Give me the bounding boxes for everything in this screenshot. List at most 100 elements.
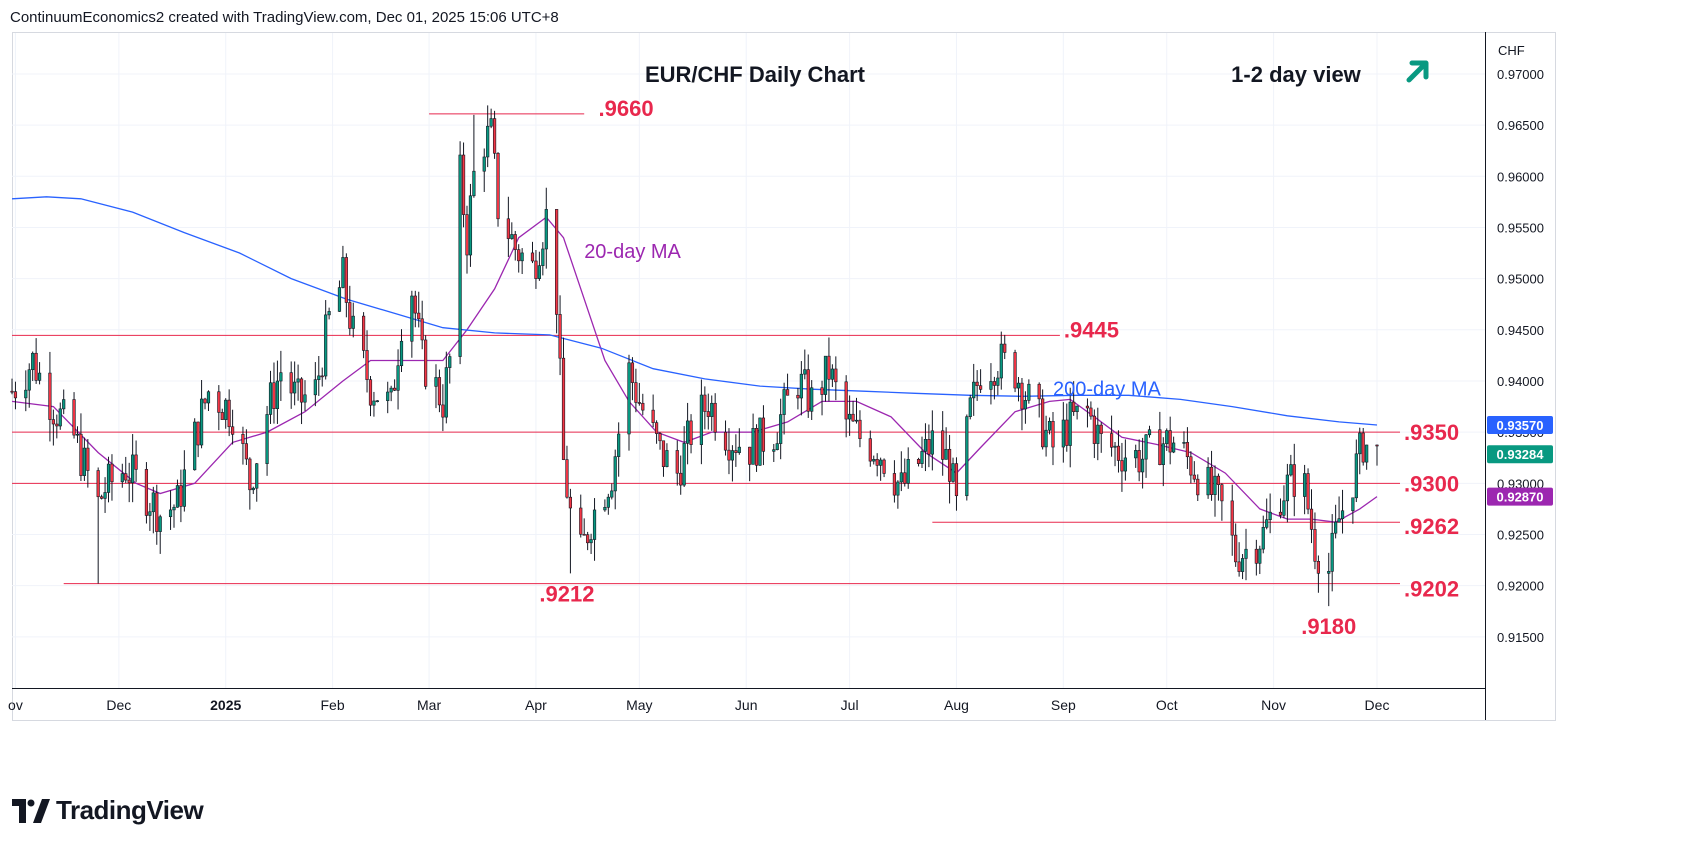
- candle-body: [968, 397, 972, 417]
- x-tick-label: Jul: [841, 697, 859, 713]
- candle-body: [844, 381, 848, 420]
- tradingview-logo[interactable]: TradingView: [12, 795, 204, 826]
- candle-body: [1096, 424, 1100, 444]
- candle-body: [561, 357, 566, 460]
- candle-body: [799, 373, 803, 399]
- candle-body: [920, 451, 924, 464]
- candle-body: [441, 404, 445, 418]
- x-tick-label: Dec: [1365, 697, 1390, 713]
- candle-body: [100, 496, 104, 499]
- candle-body: [706, 411, 710, 417]
- candle-body: [686, 420, 690, 444]
- candle-body: [975, 381, 979, 386]
- candle-body: [1137, 450, 1141, 473]
- candle-body: [699, 394, 703, 445]
- chart-title: EUR/CHF Daily Chart: [645, 62, 866, 87]
- candle-body: [906, 459, 910, 484]
- candle-body: [710, 402, 714, 417]
- candle-body: [289, 372, 293, 394]
- candle-body: [565, 459, 569, 498]
- candle-body: [923, 439, 928, 452]
- candle-body: [610, 490, 614, 498]
- candle-body: [58, 408, 62, 427]
- price-tag: [1487, 445, 1553, 464]
- price-tag-text: 0.93284: [1497, 447, 1545, 462]
- candle-body: [1361, 432, 1365, 463]
- candle-body: [255, 463, 259, 489]
- candle-body: [899, 472, 903, 483]
- price-tag: [1487, 487, 1553, 506]
- candle-body: [882, 459, 886, 474]
- candle-body: [279, 372, 283, 382]
- candle-body: [1216, 475, 1221, 485]
- candle-body: [172, 506, 176, 511]
- candle-body: [82, 447, 86, 476]
- candle-body: [120, 473, 124, 483]
- candle-body: [1354, 453, 1358, 499]
- x-tick-label: May: [626, 697, 652, 713]
- candle-body: [772, 449, 776, 452]
- candle-body: [27, 369, 31, 391]
- candle-body: [327, 311, 331, 316]
- candle-body: [1085, 405, 1090, 409]
- candle-body: [144, 469, 149, 516]
- candle-body: [992, 381, 996, 386]
- candle-body: [558, 314, 562, 359]
- y-tick-label: 0.95000: [1497, 272, 1544, 287]
- candle-body: [513, 234, 517, 250]
- candle-body: [806, 369, 810, 412]
- candle-body: [13, 391, 18, 399]
- candle-body: [351, 315, 355, 329]
- candle-body: [368, 379, 373, 406]
- price-tag-text: 0.93570: [1497, 418, 1544, 433]
- candle-body: [537, 265, 541, 279]
- candle-body: [941, 430, 945, 460]
- candle-body: [48, 372, 52, 420]
- candle-body: [1206, 466, 1210, 496]
- candle-body: [1244, 548, 1248, 559]
- x-tick-label: Apr: [525, 697, 547, 713]
- candle-body: [75, 433, 80, 436]
- time-axis[interactable]: ov Dec 2025 Feb Mar Apr May Jun Jul Aug Sep Oct Nov D…: [8, 697, 1389, 713]
- candle-body: [175, 485, 180, 508]
- candle-body: [413, 295, 417, 314]
- x-tick-label: ov: [8, 697, 23, 713]
- candle-body: [399, 340, 404, 367]
- candle-body: [848, 413, 852, 420]
- candle-body: [737, 446, 741, 453]
- candle-body: [1220, 484, 1224, 502]
- candle-body: [782, 389, 786, 415]
- candle-body: [751, 428, 755, 465]
- y-tick-label: 0.94500: [1497, 323, 1544, 338]
- candle-body: [1351, 497, 1355, 512]
- candle-body: [1075, 405, 1079, 413]
- candle-body: [1313, 529, 1317, 562]
- candle-body: [875, 459, 879, 466]
- candle-body: [682, 443, 686, 486]
- price-axis[interactable]: 0.97000 0.96500 0.96000 0.95500 0.95000 0.945…: [1497, 67, 1544, 645]
- candle-body: [1192, 474, 1196, 480]
- y-tick-label: 0.97000: [1497, 67, 1544, 82]
- candle-body: [1292, 464, 1296, 497]
- candle-body: [1016, 382, 1021, 389]
- candle-body: [810, 387, 814, 412]
- candle-body: [1109, 433, 1114, 448]
- candle-body: [486, 125, 490, 158]
- candles: [10, 105, 1379, 607]
- candle-body: [510, 234, 514, 239]
- candle-body: [1261, 526, 1265, 550]
- candle-body: [151, 492, 155, 513]
- tradingview-logo-icon: [12, 798, 50, 823]
- candle-body: [196, 421, 200, 446]
- candle-body: [241, 434, 245, 444]
- candle-body: [927, 439, 931, 455]
- candle-body: [424, 339, 428, 387]
- candle-body: [248, 458, 252, 491]
- candle-body: [1072, 401, 1076, 413]
- candle-body: [72, 399, 76, 436]
- ma200-line: [11, 196, 1378, 426]
- candle-body: [1068, 401, 1072, 446]
- candle-body: [675, 450, 679, 474]
- candle-body: [62, 399, 66, 410]
